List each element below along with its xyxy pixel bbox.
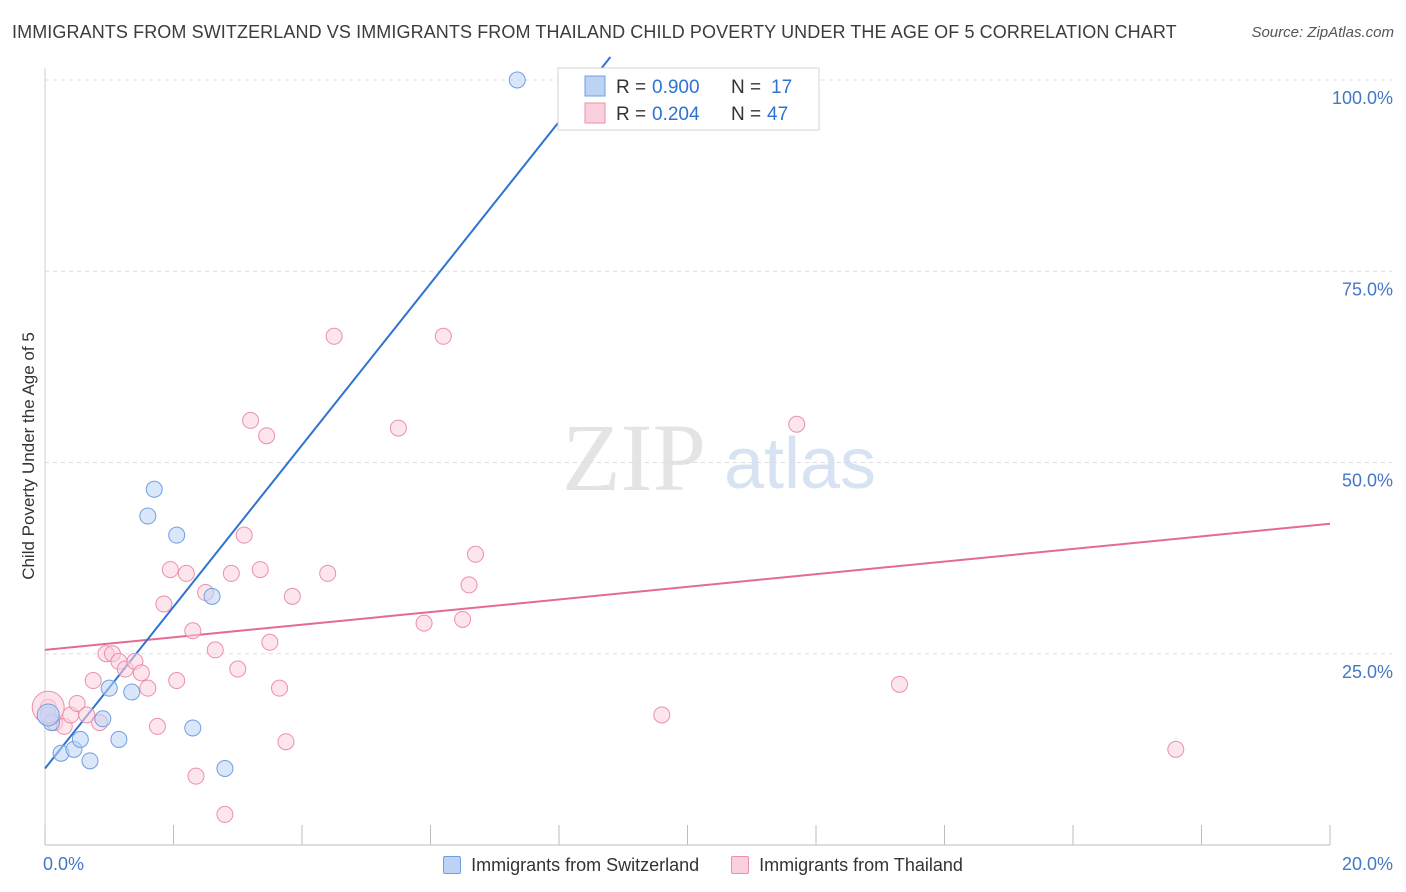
- point-thailand: [184, 622, 202, 640]
- point-thailand: [84, 672, 102, 690]
- watermark-zip: ZIP: [562, 404, 706, 511]
- data-points: [31, 71, 1185, 823]
- stats-r-label: R =: [616, 104, 646, 125]
- legend-item-thailand: Immigrants from Thailand: [731, 855, 963, 876]
- point-thailand: [155, 595, 173, 613]
- chart-source: Source: ZipAtlas.com: [1251, 24, 1394, 41]
- chart-title: IMMIGRANTS FROM SWITZERLAND VS IMMIGRANT…: [12, 22, 1177, 42]
- point-thailand: [168, 672, 186, 690]
- point-thailand: [891, 675, 909, 693]
- point-thailand: [283, 587, 301, 605]
- x-tick-label: 0.0%: [43, 854, 84, 874]
- point-thailand: [235, 526, 253, 544]
- point-switzerland: [216, 760, 234, 777]
- point-switzerland: [100, 679, 118, 697]
- stats-n-label: N =: [731, 77, 761, 98]
- point-thailand: [319, 564, 337, 582]
- point-thailand: [187, 767, 205, 785]
- point-switzerland: [139, 507, 157, 525]
- point-switzerland: [203, 587, 221, 605]
- y-tick-label: 25.0%: [1342, 662, 1393, 682]
- point-thailand: [325, 327, 343, 345]
- point-thailand: [148, 717, 166, 735]
- point-thailand: [434, 327, 452, 345]
- legend: Immigrants from Switzerland Immigrants f…: [0, 850, 1406, 880]
- stats-r-value: 0.900: [652, 77, 700, 98]
- trendlines: [44, 56, 1331, 770]
- point-thailand: [466, 545, 484, 563]
- stats-box: R = 0.900 N = 17 R = 0.204 N = 47: [557, 67, 820, 131]
- y-axis-label: Child Poverty Under the Age of 5: [19, 332, 38, 580]
- watermark-atlas: atlas: [724, 424, 876, 504]
- point-switzerland: [110, 730, 128, 748]
- trendline-switzerland: [44, 56, 612, 770]
- point-switzerland: [184, 719, 202, 737]
- y-tick-label: 100.0%: [1332, 88, 1393, 108]
- point-thailand: [229, 660, 247, 678]
- stats-n-label: N =: [731, 104, 761, 125]
- point-thailand: [206, 641, 224, 659]
- point-thailand: [788, 415, 806, 433]
- legend-swatch-pink: [731, 856, 750, 874]
- point-switzerland: [508, 71, 526, 89]
- x-tick-label: 20.0%: [1342, 854, 1393, 874]
- point-thailand: [242, 411, 260, 429]
- stats-r-value: 0.204: [652, 104, 700, 125]
- point-switzerland: [123, 683, 141, 701]
- point-thailand: [216, 805, 234, 823]
- point-thailand: [78, 706, 96, 724]
- tick-labels: 25.0% 50.0% 75.0% 100.0% 0.0% 20.0%: [43, 88, 1393, 874]
- stats-swatch-blue: [584, 75, 606, 97]
- point-switzerland: [94, 710, 112, 728]
- point-thailand: [251, 561, 269, 579]
- point-thailand: [415, 614, 433, 632]
- point-thailand: [222, 564, 240, 582]
- stats-n-value: 17: [771, 77, 792, 98]
- trendline-thailand: [44, 522, 1331, 651]
- legend-label: Immigrants from Switzerland: [471, 854, 700, 875]
- legend-label: Immigrants from Thailand: [759, 854, 963, 875]
- point-thailand: [258, 427, 276, 445]
- stats-r-label: R =: [616, 77, 646, 98]
- legend-swatch-blue: [443, 856, 462, 874]
- point-switzerland: [81, 752, 99, 770]
- point-thailand: [1167, 740, 1185, 758]
- point-thailand: [454, 610, 472, 628]
- y-tick-label: 75.0%: [1342, 279, 1393, 299]
- point-thailand: [389, 419, 407, 437]
- point-switzerland: [145, 480, 163, 498]
- point-thailand: [277, 733, 295, 751]
- stats-swatch-pink: [584, 102, 606, 124]
- point-thailand: [460, 576, 478, 594]
- point-switzerland: [168, 526, 186, 544]
- gridlines: [45, 79, 1392, 655]
- point-switzerland: [36, 703, 60, 727]
- point-thailand: [139, 679, 157, 697]
- stats-n-value: 47: [767, 104, 788, 125]
- point-thailand: [161, 561, 179, 579]
- point-thailand: [261, 633, 279, 651]
- point-thailand: [132, 664, 150, 682]
- point-thailand: [653, 706, 671, 724]
- y-tick-label: 50.0%: [1342, 471, 1393, 491]
- point-thailand: [177, 564, 195, 582]
- point-switzerland: [71, 730, 89, 748]
- point-thailand: [68, 694, 86, 712]
- legend-item-switzerland: Immigrants from Switzerland: [443, 855, 699, 876]
- point-thailand: [271, 679, 289, 697]
- axes: [44, 68, 1331, 846]
